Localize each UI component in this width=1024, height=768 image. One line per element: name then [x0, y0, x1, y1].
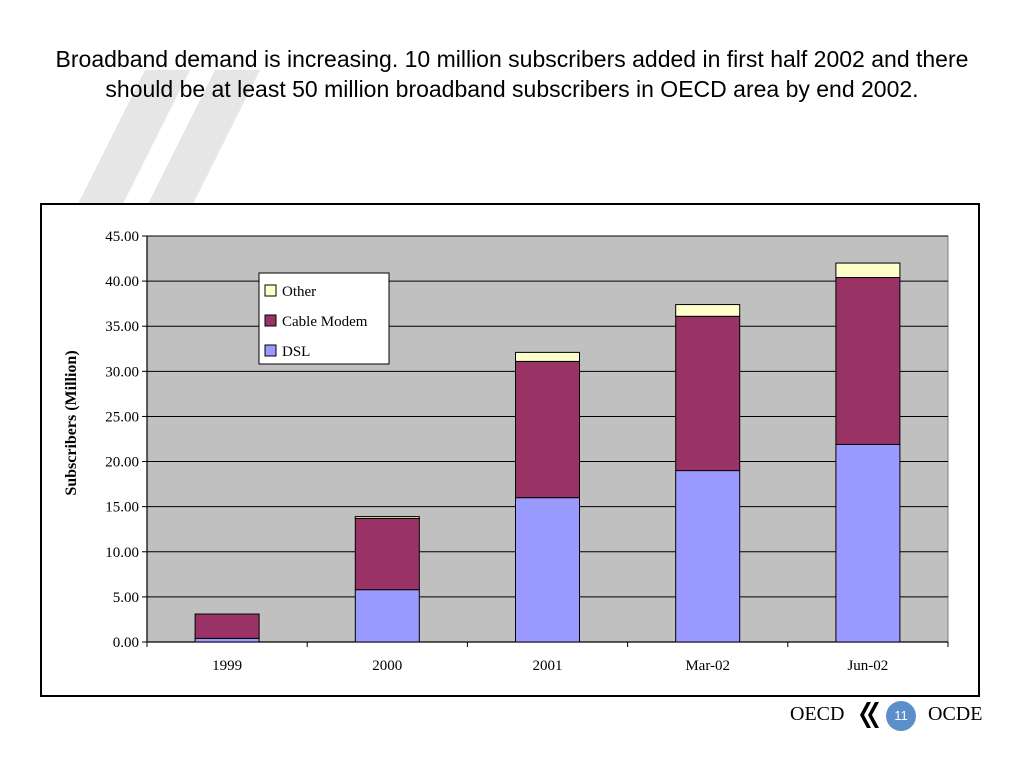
bar-segment-dsl: [515, 497, 580, 643]
footer-oecd-label: OECD: [790, 703, 845, 725]
y-tick-label: 5.00: [113, 590, 139, 606]
bar-segment-other: [515, 351, 580, 362]
y-tick-label: 40.00: [105, 274, 139, 290]
x-tick-label: 2001: [533, 658, 563, 674]
footer-ocde-label: OCDE: [928, 703, 983, 725]
stacked-bar-chart: 0.00 5.00 10.00 15.00 20.00 25.00 30.00 35.00 40…: [63, 229, 949, 674]
y-tick-label: 15.00: [105, 500, 139, 516]
bar-segment-cable-modem: [354, 517, 420, 591]
bar-segment-dsl: [354, 589, 420, 643]
page-number-badge: 11: [886, 701, 916, 731]
oecd-quotes-logo-icon: [860, 702, 879, 728]
y-tick-label: 35.00: [105, 319, 139, 335]
bar-segment-cable-modem: [194, 613, 260, 639]
legend-box: [258, 272, 390, 365]
legend-swatch: [264, 314, 277, 327]
bar-segment-cable-modem: [515, 360, 580, 499]
x-tick-label: 2000: [372, 658, 402, 674]
bar-segment-other: [835, 262, 901, 279]
x-tick-label: 1999: [212, 658, 242, 674]
bar-segment-cable-modem: [835, 277, 901, 445]
x-tick-label: Jun-02: [847, 658, 888, 674]
y-tick-label: 20.00: [105, 455, 139, 471]
footer: OECD 11 OCDE: [790, 700, 1000, 731]
bar-segment-dsl: [675, 470, 741, 643]
legend-swatch: [264, 344, 277, 357]
x-tick-label: Mar-02: [685, 658, 730, 674]
legend-label: Other: [282, 284, 316, 300]
bar-segment-other: [675, 304, 741, 317]
bar-segment-cable-modem: [675, 315, 741, 472]
slide-title: Broadband demand is increasing. 10 milli…: [55, 46, 969, 102]
legend-label: Cable Modem: [282, 314, 368, 330]
bar-segment-other: [354, 516, 420, 519]
legend-label: DSL: [282, 344, 310, 360]
bar-segment-dsl: [835, 443, 901, 643]
chart-frame: 0.00 5.00 10.00 15.00 20.00 25.00 30.00 35.00 40…: [40, 203, 980, 697]
bar-segment-dsl: [194, 637, 260, 643]
y-tick-label: 30.00: [105, 364, 139, 380]
y-tick-label: 10.00: [105, 545, 139, 561]
legend-swatch: [264, 284, 277, 297]
y-axis-label: Subscribers (Million): [63, 350, 80, 495]
y-tick-label: 0.00: [113, 635, 139, 651]
background-quote-marks: [70, 70, 260, 220]
y-tick-label: 25.00: [105, 409, 139, 425]
y-tick-label: 45.00: [105, 229, 139, 245]
